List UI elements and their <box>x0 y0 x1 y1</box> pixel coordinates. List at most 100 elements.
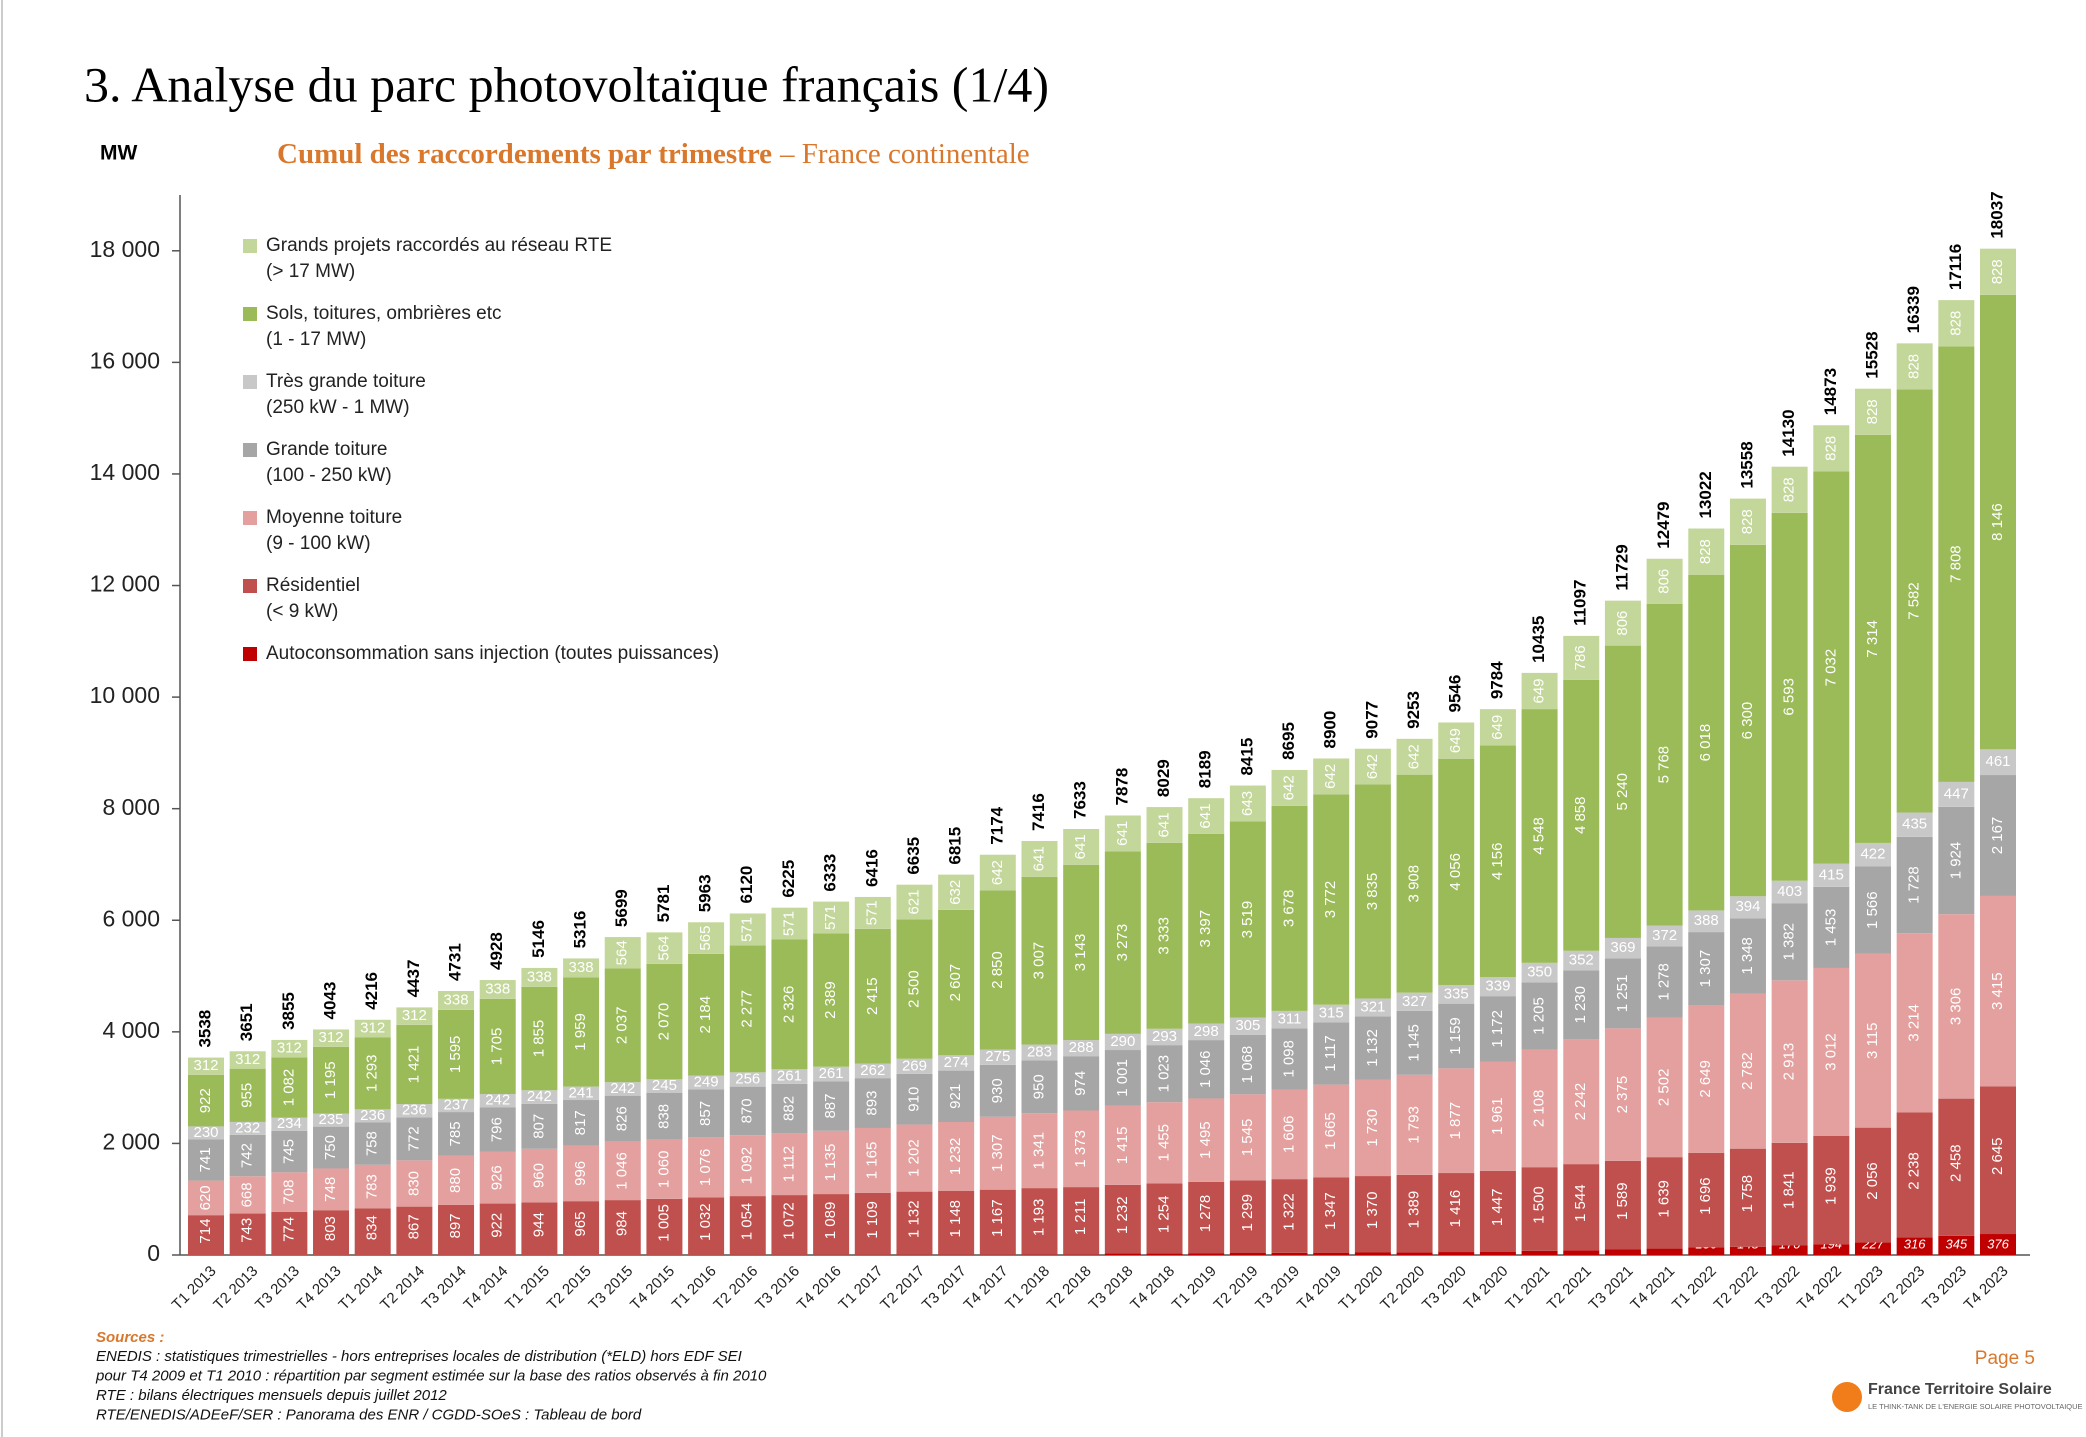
bar-segment <box>521 1148 558 1203</box>
data-label: 1 098 <box>1281 1040 1298 1078</box>
bar-segment <box>188 1074 224 1127</box>
y-tick-label: 8 000 <box>102 794 160 820</box>
data-label: 1 054 <box>739 1203 756 1241</box>
bar-segment <box>1688 1005 1725 1153</box>
data-label: 1 232 <box>947 1138 964 1176</box>
bar-segment <box>354 1122 391 1165</box>
total-label: 3651 <box>237 1003 256 1041</box>
source-line: pour T4 2009 et T1 2010 : répartition pa… <box>95 1367 767 1384</box>
data-label: 261 <box>819 1065 844 1082</box>
bar-segment <box>1813 1244 1850 1255</box>
data-label: 1 001 <box>1114 1059 1131 1097</box>
bar-segment <box>646 1198 683 1255</box>
bar-segment <box>979 1064 1016 1117</box>
y-axis-label: MW <box>100 142 137 165</box>
bar-segment <box>1854 842 1891 867</box>
data-label: 828 <box>1781 477 1798 502</box>
total-label: 11097 <box>1571 580 1590 626</box>
data-label: 275 <box>985 1048 1010 1065</box>
bar-segment <box>313 1210 350 1255</box>
bar-segment <box>563 1201 600 1255</box>
bar-segment <box>1396 738 1433 775</box>
total-label: 8415 <box>1237 738 1256 776</box>
data-label: 2 782 <box>1739 1052 1756 1090</box>
total-label: 4928 <box>487 932 506 970</box>
bar-segment <box>979 1116 1016 1190</box>
data-label: 880 <box>447 1168 464 1193</box>
total-label: 6225 <box>779 860 798 898</box>
bar-segment <box>396 1206 433 1255</box>
bar-segment <box>646 1139 683 1199</box>
legend-swatch <box>243 579 257 593</box>
bar-segment <box>1396 1010 1433 1075</box>
bar-segment <box>1980 895 2016 1087</box>
bar-segment <box>1646 1157 1683 1249</box>
data-label: 2 070 <box>655 1003 672 1041</box>
data-label: 867 <box>405 1214 422 1239</box>
data-label: 3 333 <box>1155 917 1172 955</box>
data-label: 3 835 <box>1364 873 1381 911</box>
bar-segment <box>438 1112 475 1156</box>
bar-segment <box>854 1127 891 1193</box>
data-label: 564 <box>655 936 672 961</box>
bar-segment <box>521 1090 558 1104</box>
data-label: 641 <box>1197 804 1214 829</box>
bar-segment <box>1604 645 1641 938</box>
bar-segment <box>813 1194 850 1255</box>
data-label: 316 <box>1904 1236 1926 1251</box>
data-label: 1 453 <box>1822 909 1839 947</box>
page-number: Page 5 <box>1975 1348 2035 1369</box>
data-label: 965 <box>572 1212 589 1237</box>
bar-segment <box>771 1083 808 1134</box>
bar-segment <box>188 1215 224 1255</box>
data-label: 1 032 <box>697 1203 714 1241</box>
data-label: 4 548 <box>1531 817 1548 855</box>
bar-segment <box>646 1079 683 1093</box>
logo-name: France Territoire Solaire <box>1868 1381 2052 1398</box>
bar-segment <box>1563 950 1600 971</box>
data-label: 745 <box>280 1139 297 1164</box>
bar-segment <box>1146 1102 1183 1184</box>
bar-segment <box>938 874 975 910</box>
data-label: 796 <box>489 1117 506 1142</box>
bar-segment <box>1563 679 1600 951</box>
data-label: 2 056 <box>1864 1162 1881 1200</box>
data-label: 960 <box>530 1163 547 1188</box>
total-label: 4437 <box>404 960 423 998</box>
data-label: 3 115 <box>1864 1023 1881 1059</box>
data-label: 8 146 <box>1989 503 2006 541</box>
data-label: 283 <box>1027 1043 1052 1060</box>
data-label: 1 959 <box>572 1013 589 1051</box>
bar-segment <box>396 1007 433 1025</box>
bar-segment <box>313 1168 350 1211</box>
data-label: 893 <box>864 1091 881 1116</box>
data-label: 237 <box>444 1096 469 1113</box>
bar-segment <box>1146 807 1183 843</box>
data-label: 1 145 <box>1406 1024 1423 1062</box>
bar-segment <box>521 1202 558 1255</box>
bar-segment <box>1396 1074 1433 1175</box>
data-label: 1 495 <box>1197 1121 1214 1159</box>
bar-segment <box>1771 903 1808 981</box>
data-label: 232 <box>235 1119 260 1136</box>
bar-segment <box>1980 294 2016 750</box>
bar-segment <box>271 1172 308 1212</box>
data-label: 3 908 <box>1406 865 1423 903</box>
data-label: 1 230 <box>1572 986 1589 1024</box>
bar-segment <box>1104 1050 1141 1106</box>
data-label: 315 <box>1319 1004 1344 1021</box>
total-label: 5963 <box>696 874 715 912</box>
bar-segment <box>479 1203 516 1255</box>
bar-segment <box>1896 836 1933 934</box>
bar-segment <box>1563 1250 1600 1255</box>
data-label: 256 <box>735 1070 760 1087</box>
data-label: 926 <box>489 1165 506 1190</box>
bar-segment <box>1354 1016 1391 1080</box>
bar-segment <box>1438 758 1475 985</box>
bar-segment <box>938 909 975 1056</box>
data-label: 2 108 <box>1531 1090 1548 1128</box>
y-tick-label: 12 000 <box>90 571 160 597</box>
data-label: 3 519 <box>1239 901 1256 939</box>
data-label: 571 <box>864 900 881 925</box>
bar-segment <box>1229 1252 1266 1255</box>
